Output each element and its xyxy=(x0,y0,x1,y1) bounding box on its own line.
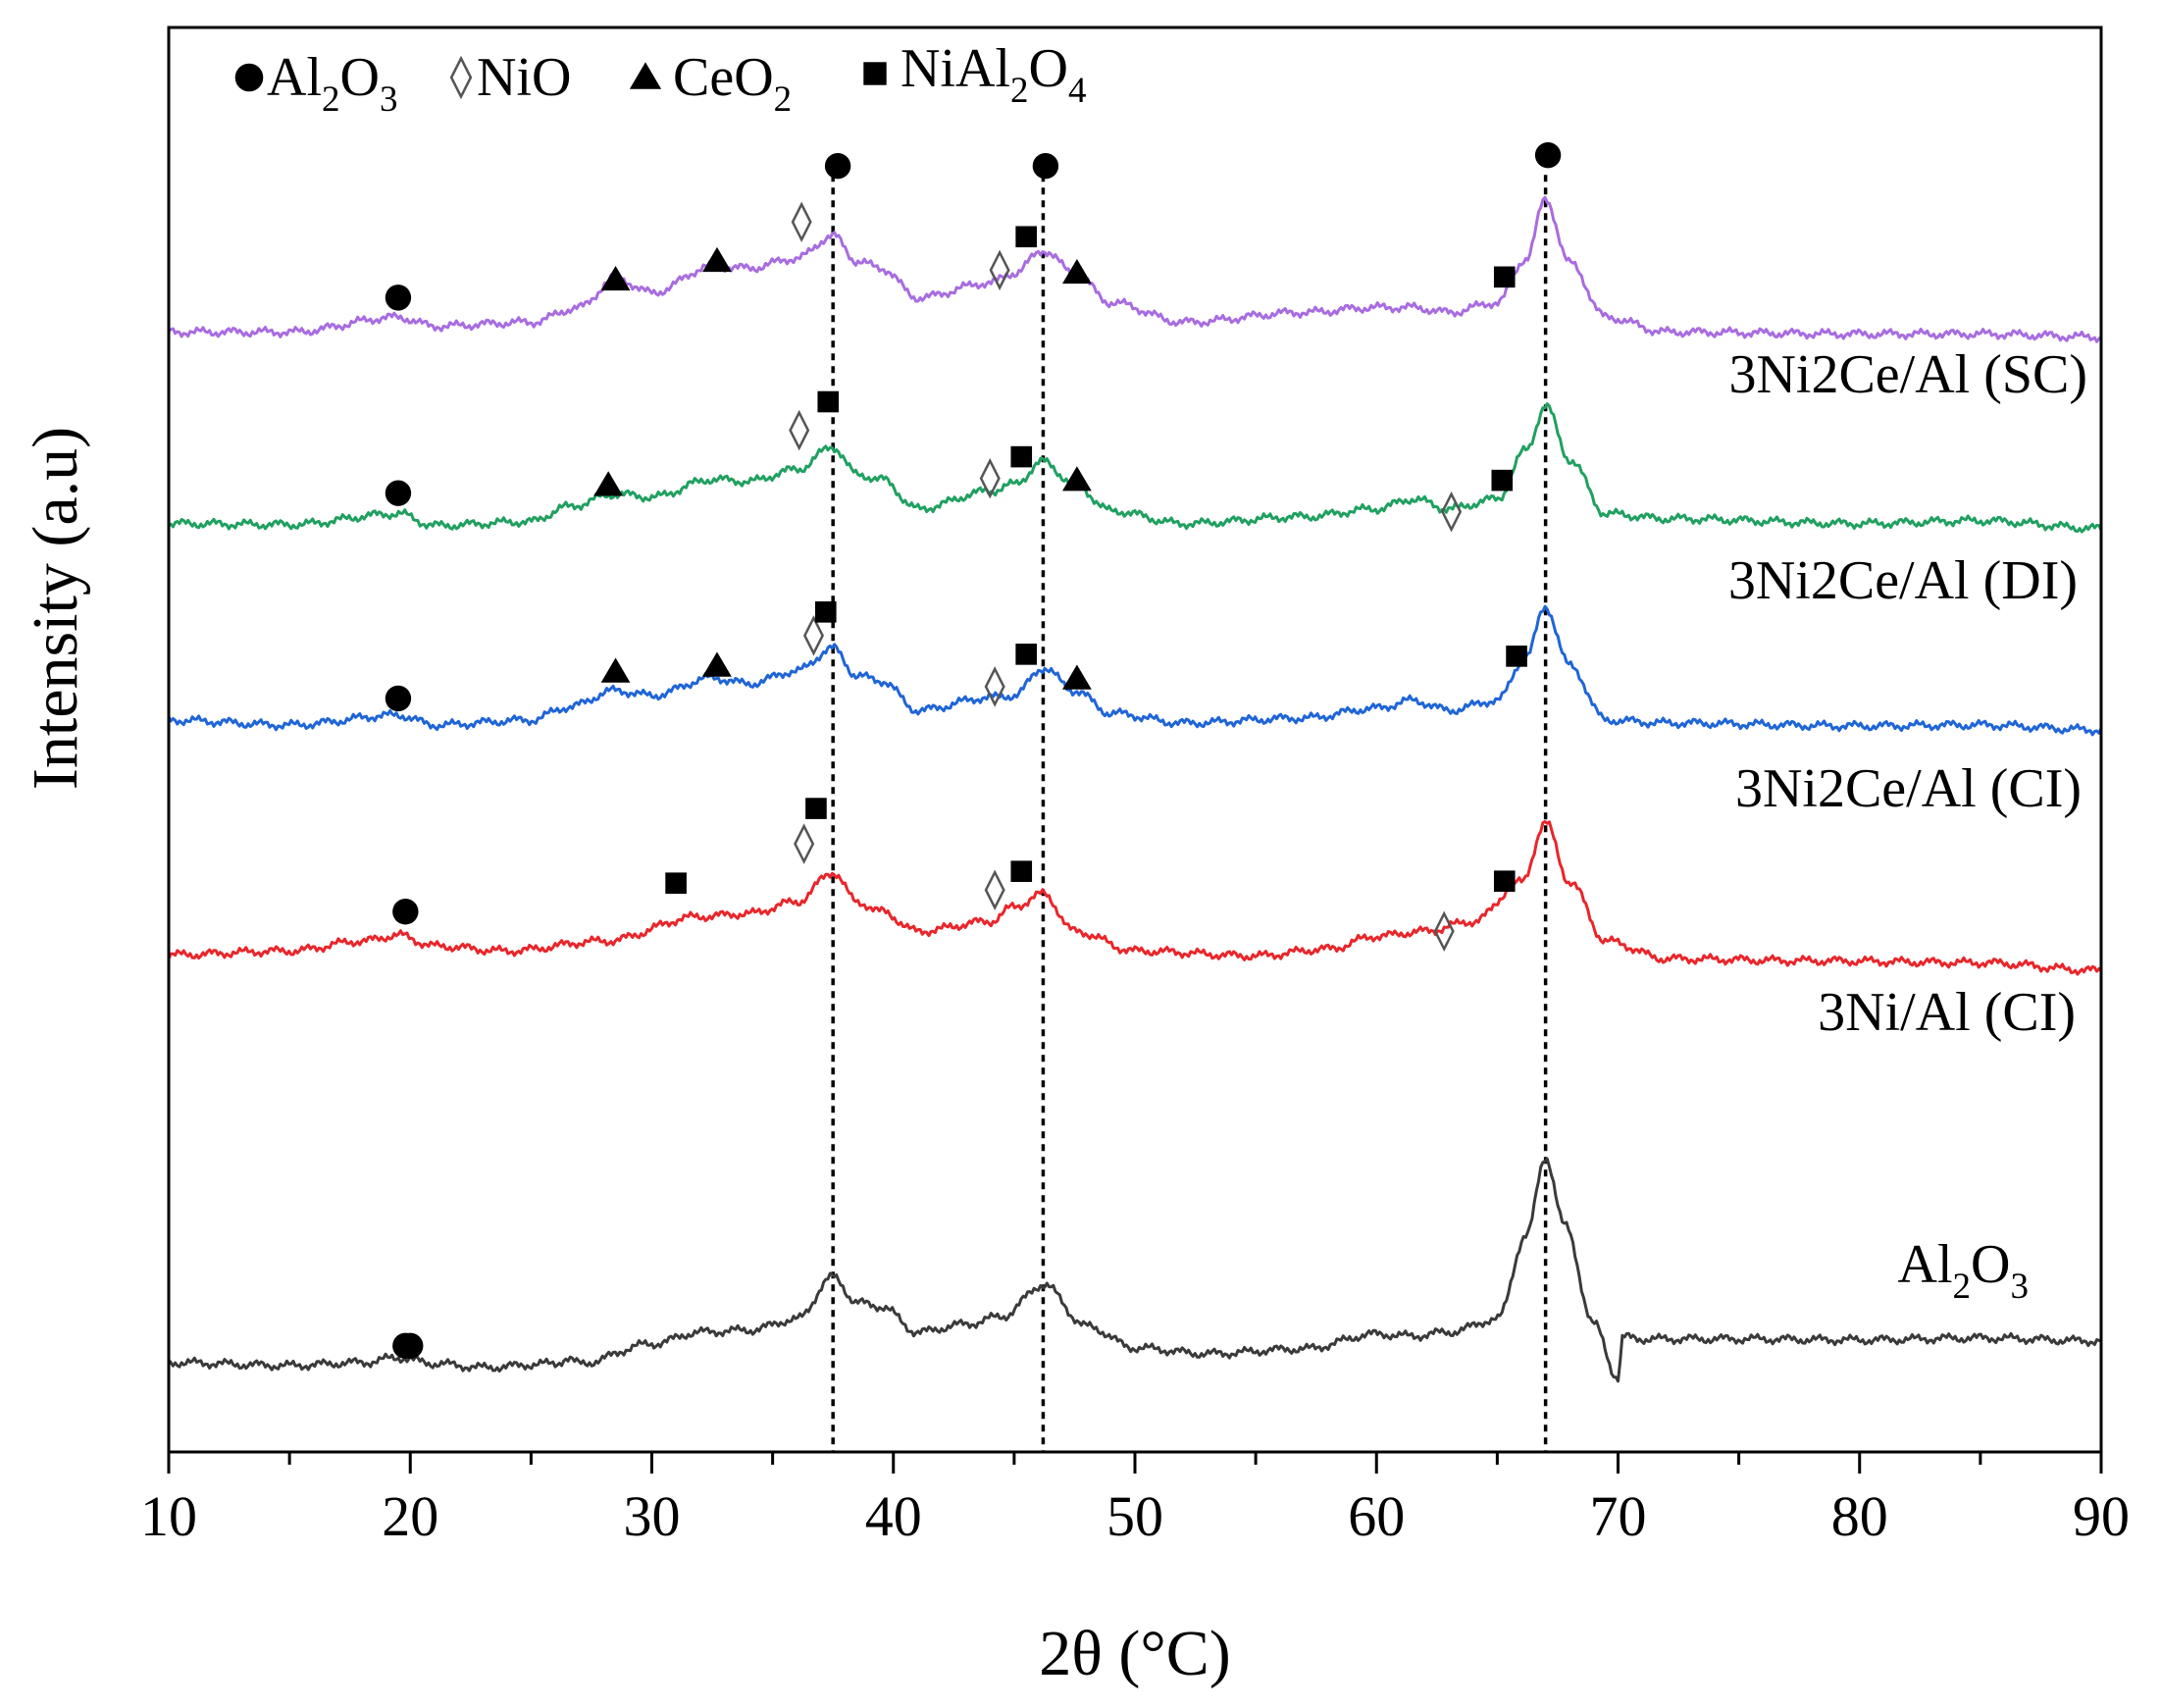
marker-diamond xyxy=(794,823,815,864)
x-tick-label: 10 xyxy=(140,1484,197,1548)
marker-triangle xyxy=(593,471,624,496)
legend-ceo2-icon xyxy=(629,62,662,89)
marker-triangle xyxy=(600,657,631,683)
x-tick-label: 40 xyxy=(865,1484,922,1548)
legend-nio-icon xyxy=(449,55,473,100)
marker-circle xyxy=(385,285,412,311)
x-axis-title: 2θ (°C) xyxy=(1039,1618,1231,1689)
marker-diamond xyxy=(791,201,812,243)
legend-nial2o4-icon xyxy=(863,62,887,85)
legend-nial2o4-label: NiAl2O4 xyxy=(900,38,1086,111)
series-line xyxy=(167,604,2103,737)
marker-square xyxy=(817,390,840,413)
legend: Al2O3 NiO CeO2 NiAl2O4 xyxy=(234,38,1086,120)
x-tick-label: 30 xyxy=(624,1484,681,1548)
marker-square xyxy=(1010,445,1033,468)
series-label: 3Ni/Al (CI) xyxy=(1818,982,2076,1043)
marker-diamond xyxy=(789,409,810,451)
series-labels: Al2O3 3Ni/Al (CI) 3Ni2Ce/Al (CI) 3Ni2Ce/Al … xyxy=(1728,344,2087,1307)
marker-triangle xyxy=(1062,466,1092,492)
marker-circle xyxy=(1534,141,1562,169)
marker-circle xyxy=(824,152,851,180)
marker-diamond xyxy=(1441,491,1463,533)
marker-triangle xyxy=(600,265,631,291)
series-label: Al2O3 xyxy=(1898,1234,2029,1307)
legend-ceo2-label: CeO2 xyxy=(673,47,792,120)
marker-circle xyxy=(397,1332,424,1360)
series-label: 3Ni2Ce/Al (SC) xyxy=(1728,344,2087,405)
marker-square xyxy=(815,601,837,623)
marker-square xyxy=(1491,469,1514,492)
marker-circle xyxy=(385,480,412,506)
series-line xyxy=(168,195,2102,343)
marker-square xyxy=(665,872,687,895)
marker-square xyxy=(1010,860,1033,882)
x-axis-ticks: 10 20 30 40 50 60 70 80 90 xyxy=(140,1452,2130,1548)
marker-triangle xyxy=(702,246,732,273)
y-axis-title: Intensity (a.u) xyxy=(20,427,91,790)
series-line xyxy=(168,402,2103,534)
marker-square xyxy=(1506,646,1527,667)
series-label: 3Ni2Ce/Al (DI) xyxy=(1728,550,2078,611)
marker-square xyxy=(1493,870,1516,892)
marker-square xyxy=(1493,266,1516,288)
marker-circle xyxy=(1032,152,1059,180)
marker-diamond xyxy=(989,249,1010,291)
marker-square xyxy=(805,798,827,819)
marker-circle xyxy=(392,899,419,925)
reference-lines xyxy=(831,175,1548,1452)
marker-diamond xyxy=(984,666,1005,707)
marker-square xyxy=(1015,644,1037,665)
legend-al2o3-label: Al2O3 xyxy=(267,47,397,120)
x-tick-label: 60 xyxy=(1348,1484,1405,1548)
legend-al2o3-icon xyxy=(234,63,264,92)
marker-diamond xyxy=(1433,910,1455,953)
series-layer xyxy=(167,195,2103,1383)
marker-triangle xyxy=(702,651,732,677)
x-tick-label: 80 xyxy=(1831,1484,1888,1548)
x-tick-label: 70 xyxy=(1590,1484,1647,1548)
series-label: 3Ni2Ce/Al (CI) xyxy=(1735,758,2082,819)
marker-triangle xyxy=(1062,664,1092,690)
phase-markers xyxy=(385,141,1562,1360)
series-line xyxy=(167,820,2103,976)
x-tick-label: 90 xyxy=(2073,1484,2130,1548)
x-tick-label: 20 xyxy=(382,1484,438,1548)
series-line xyxy=(167,1157,2102,1383)
legend-nio-label: NiO xyxy=(477,47,571,108)
marker-diamond xyxy=(802,615,825,656)
marker-triangle xyxy=(1062,258,1092,285)
marker-diamond xyxy=(984,869,1005,910)
marker-square xyxy=(1015,226,1037,248)
x-tick-label: 50 xyxy=(1106,1484,1163,1548)
marker-diamond xyxy=(979,457,1001,499)
marker-circle xyxy=(385,685,412,712)
